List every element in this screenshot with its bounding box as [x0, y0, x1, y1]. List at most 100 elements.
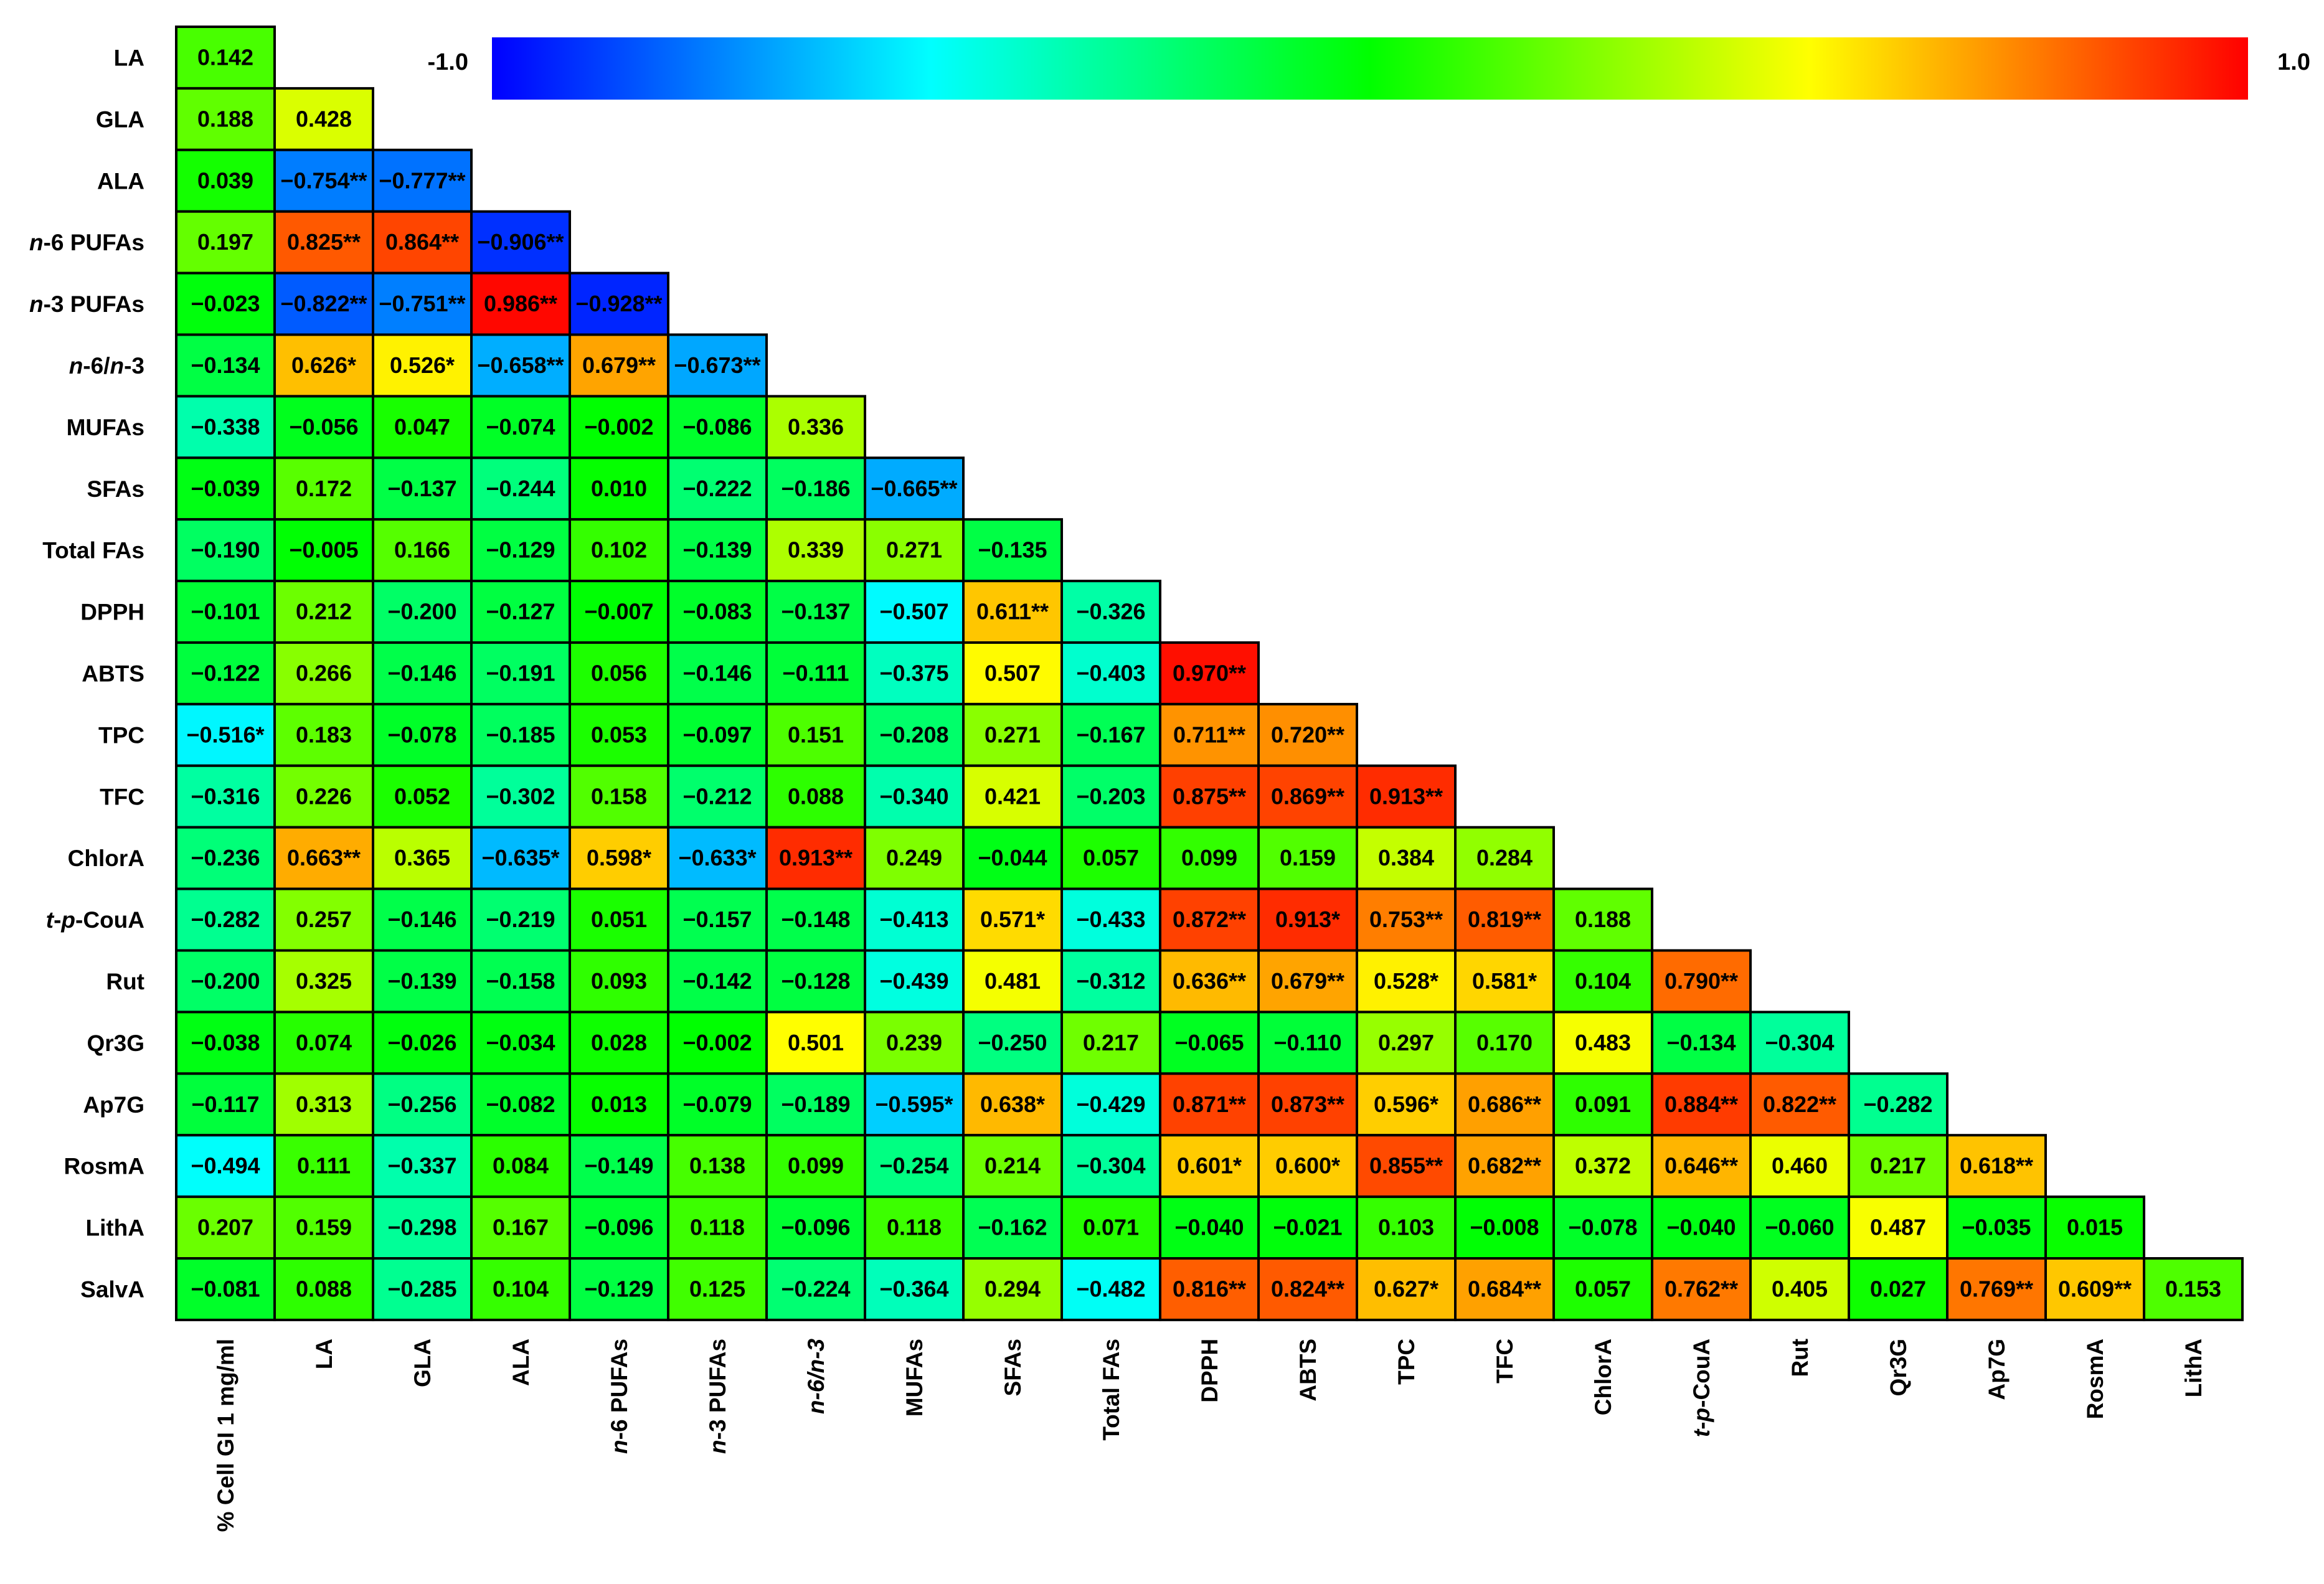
heatmap-cell-rect — [372, 1195, 473, 1260]
heatmap-cells: 0.142 0.188 0.428 0.039 −0.754** −0.777** 0.19… — [175, 26, 2244, 1321]
heatmap-cell-value: −0.256 — [387, 1091, 456, 1117]
row-label: n-3 PUFAs — [29, 291, 144, 317]
heatmap-cell: −0.079 — [667, 1072, 768, 1137]
heatmap-cell: −0.254 — [864, 1134, 965, 1199]
heatmap-cell-value: 0.819** — [1468, 907, 1541, 932]
heatmap-cell: 0.679** — [1257, 949, 1358, 1014]
heatmap-cell-value: 0.284 — [1476, 845, 1533, 870]
heatmap-cell: 0.104 — [1552, 949, 1653, 1014]
heatmap-cell-value: −0.754** — [280, 167, 367, 193]
heatmap-cell: −0.304 — [1060, 1134, 1161, 1199]
heatmap-cell: 0.088 — [273, 1257, 374, 1321]
heatmap-cell-value: 0.217 — [1083, 1030, 1139, 1055]
heatmap-cell-value: 0.084 — [493, 1153, 549, 1179]
heatmap-cell-rect — [864, 1072, 965, 1137]
heatmap-cell-rect — [864, 1257, 965, 1321]
heatmap-cell: −0.200 — [372, 580, 473, 644]
row-label: Total FAs — [42, 538, 144, 563]
heatmap-cell: 0.138 — [667, 1134, 768, 1199]
heatmap-cell: 0.339 — [765, 518, 866, 583]
heatmap-cell-value: −0.083 — [683, 599, 752, 625]
heatmap-cell-value: −0.822** — [280, 291, 367, 316]
heatmap-cell: −0.928** — [569, 271, 669, 336]
heatmap-cell-value: 0.118 — [887, 1215, 942, 1240]
heatmap-cell-rect — [175, 87, 276, 151]
heatmap-cell: 0.313 — [273, 1072, 374, 1137]
heatmap-cell: −0.754** — [273, 148, 374, 213]
heatmap-cell: 0.118 — [864, 1195, 965, 1260]
color-scale-bar — [492, 37, 2248, 100]
heatmap-cell-rect — [1257, 1195, 1358, 1260]
heatmap-cell-value: 0.872** — [1173, 907, 1246, 932]
heatmap-cell: −0.007 — [569, 580, 669, 644]
heatmap-cell-value: 0.428 — [296, 106, 352, 131]
heatmap-cell-value: −0.190 — [191, 537, 260, 563]
heatmap-cell-rect — [372, 764, 473, 829]
heatmap-cell: −0.026 — [372, 1011, 473, 1075]
heatmap-cell: −0.074 — [470, 395, 571, 460]
heatmap-cell: 0.646** — [1651, 1134, 1752, 1199]
row-labels: LA GLA ALA n-6 PUFAs n-3 PUFAs n-6/n-3 MUFAs SF… — [29, 45, 144, 1302]
heatmap-cell: −0.117 — [175, 1072, 276, 1137]
heatmap-cell: 0.153 — [2143, 1257, 2244, 1321]
heatmap-cell: −0.139 — [667, 518, 768, 583]
heatmap-cell: 0.501 — [765, 1011, 866, 1075]
heatmap-cell-rect — [273, 333, 374, 398]
heatmap-cell-rect — [372, 949, 473, 1014]
heatmap-cell-value: −0.222 — [683, 476, 752, 501]
heatmap-cell-rect — [1257, 1011, 1358, 1075]
heatmap-cell: 0.013 — [569, 1072, 669, 1137]
heatmap-cell-rect — [765, 1072, 866, 1137]
heatmap-cell-rect — [273, 210, 374, 275]
heatmap-cell: 0.249 — [864, 826, 965, 890]
heatmap-cell-value: −0.507 — [879, 599, 948, 625]
heatmap-cell-value: 0.093 — [591, 968, 647, 994]
heatmap-cell-value: 0.873** — [1271, 1091, 1344, 1117]
heatmap-cell: 0.151 — [765, 702, 866, 767]
row-label: Ap7G — [83, 1092, 144, 1118]
heatmap-cell-value: 0.257 — [296, 907, 352, 932]
heatmap-cell: 0.217 — [1060, 1011, 1161, 1075]
heatmap-cell: −0.038 — [175, 1011, 276, 1075]
heatmap-cell-rect — [175, 641, 276, 705]
heatmap-cell-rect — [372, 580, 473, 644]
heatmap-cell: 0.711** — [1159, 702, 1260, 767]
column-label: n-3 PUFAs — [705, 1339, 730, 1454]
heatmap-cell-value: 0.071 — [1083, 1215, 1139, 1240]
heatmap-cell-rect — [470, 764, 571, 829]
heatmap-cell-value: 0.088 — [788, 783, 844, 809]
heatmap-cell: −0.060 — [1749, 1195, 1850, 1260]
heatmap-cell: 0.188 — [175, 87, 276, 151]
heatmap-cell-value: −0.035 — [1962, 1215, 2031, 1240]
heatmap-cell: −0.148 — [765, 887, 866, 952]
heatmap-cell-value: 0.405 — [1772, 1276, 1828, 1301]
heatmap-cell-value: −0.494 — [191, 1153, 260, 1179]
heatmap-cell: −0.134 — [175, 333, 276, 398]
column-label: LithA — [2181, 1339, 2206, 1398]
heatmap-cell-value: −0.128 — [781, 968, 850, 994]
heatmap-cell-value: −0.439 — [879, 968, 948, 994]
heatmap-cell: −0.439 — [864, 949, 965, 1014]
heatmap-cell: −0.035 — [1946, 1195, 2047, 1260]
heatmap-cell: −0.157 — [667, 887, 768, 952]
heatmap-cell-value: 0.598* — [587, 845, 651, 870]
heatmap-cell: −0.403 — [1060, 641, 1161, 705]
heatmap-cell-value: 0.913* — [1275, 907, 1340, 932]
heatmap-cell: 0.118 — [667, 1195, 768, 1260]
row-label: SalvA — [80, 1276, 144, 1302]
heatmap-cell-rect — [1356, 1072, 1457, 1137]
heatmap-cell-rect — [765, 764, 866, 829]
heatmap-cell-rect — [765, 1257, 866, 1321]
heatmap-cell: −0.034 — [470, 1011, 571, 1075]
heatmap-cell: 0.142 — [175, 26, 276, 90]
row-label: MUFAs — [67, 415, 144, 440]
heatmap-cell: 0.188 — [1552, 887, 1653, 952]
heatmap-cell-rect — [864, 826, 965, 890]
column-label: TFC — [1492, 1339, 1518, 1384]
heatmap-cell-value: −0.595* — [875, 1091, 953, 1117]
column-label: DPPH — [1197, 1339, 1222, 1403]
heatmap-cell-rect — [470, 580, 571, 644]
heatmap-cell-rect — [1060, 887, 1161, 952]
heatmap-cell-value: 0.325 — [296, 968, 352, 994]
